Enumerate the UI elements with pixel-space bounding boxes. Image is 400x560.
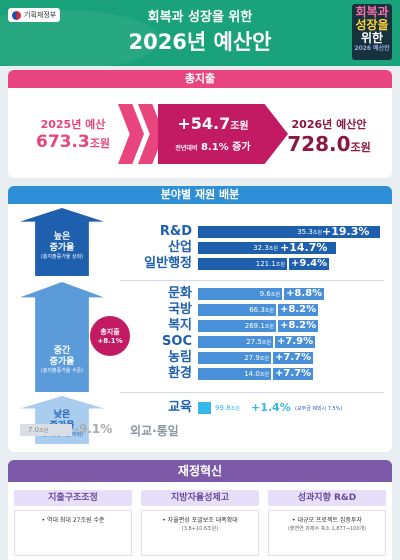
allocation-rate: +9.4% — [289, 258, 330, 270]
total-spending-section: 총지출 2025년 예산 673.3조원 +54.7조원 전년대비 8.1% 증… — [8, 70, 392, 178]
reform-column-body: • 자율편성 포괄보조 대폭확대 (3.8+10.6조원) — [141, 510, 259, 556]
ministry-name: 기획재정부 — [24, 11, 57, 19]
allocation-row: 농림 27.9조원 +7.7% — [8, 350, 392, 366]
allocation-row: R&D 35.3조원 +19.3% — [8, 224, 392, 240]
badge-line-3: 위한 — [360, 31, 384, 45]
reform-column-title: 지방자율성제고 — [141, 490, 259, 506]
allocation-row-label: 국방 — [168, 302, 192, 317]
allocation-rate: +8.2% — [278, 320, 319, 332]
next-year-budget: 2026년 예산안 728.0조원 — [270, 116, 388, 156]
taegeuk-icon — [12, 10, 21, 20]
allocation-row-label: 환경 — [168, 366, 192, 381]
reform-column-body: • 대규모 프로젝트 집중투자 (출연연 과제수 축소 1,877→100개) — [268, 510, 386, 556]
allocation-bar — [198, 402, 211, 414]
prev-year-value: 673.3조원 — [35, 132, 111, 152]
allocation-row: 산업 32.3조원 +14.7% — [8, 240, 392, 256]
mid-growth-label: 중간 증가율 (총지출증가율 수준) — [40, 346, 84, 374]
allocation-amount: 66.3조원 — [249, 306, 274, 314]
allocation-row-label: 산업 — [168, 240, 192, 255]
allocation-bar — [198, 320, 276, 332]
decrease-bar — [20, 424, 72, 436]
allocation-row-label: SOC — [162, 334, 192, 349]
allocation-row-label: 농림 — [168, 350, 192, 365]
allocation-row-label: 일반행정 — [144, 256, 192, 271]
allocation-bar — [198, 258, 287, 270]
allocation-amount: 14.0조원 — [244, 370, 269, 378]
arrow-right-icon — [158, 104, 288, 164]
allocation-bar — [198, 352, 271, 364]
allocation-bar — [198, 288, 282, 300]
decrease-rate: -9.1% — [74, 422, 113, 436]
reform-column: 지방자율성제고 • 자율편성 포괄보조 대폭확대 (3.8+10.6조원) — [141, 490, 259, 556]
total-heading: 총지출 — [8, 70, 392, 88]
allocation-rate: +7.7% — [273, 368, 314, 380]
allocation-amount: 27.9조원 — [244, 354, 269, 362]
allocation-amount: 121.1조원 — [255, 260, 285, 268]
allocation-bar — [198, 368, 271, 380]
allocation-row-label: R&D — [159, 224, 192, 239]
chevron-icon — [118, 104, 144, 164]
reform-column-body: • 역대 최대 27조원 수준 — [14, 510, 132, 556]
badge-line-4: 2026 예산안 — [354, 45, 390, 52]
allocation-bar — [198, 226, 380, 238]
allocation-row: 복지 269.1조원 +8.2% — [8, 318, 392, 334]
badge-line-2: 성장을 — [355, 18, 389, 32]
decrease-label: 외교·통일 — [130, 424, 179, 438]
ministry-logo: 기획재정부 — [8, 8, 61, 22]
allocation-rate: +8.2% — [278, 304, 319, 316]
allocation-rate: +14.7% — [280, 241, 328, 254]
fiscal-reform-section: 재정혁신 지출구조조정 • 역대 최대 27조원 수준 지방자율성제고 • 자율… — [8, 460, 392, 560]
next-year-value: 728.0조원 — [287, 132, 371, 156]
high-growth-label: 높은 증가율 (총지출증가율 상회) — [40, 232, 84, 260]
header-title: 2026년 예산안 — [128, 30, 272, 54]
allocation-bar — [198, 242, 336, 254]
allocation-amount: 27.5조원 — [246, 338, 271, 346]
allocation-row: 국방 66.3조원 +8.2% — [8, 302, 392, 318]
allocation-amount: 269.1조원 — [244, 322, 274, 330]
allocation-note: (교부금 제외시 7.5%) — [295, 406, 343, 412]
allocation-row-label: 교육 — [168, 400, 192, 415]
allocation-row: 환경 14.0조원 +7.7% — [8, 366, 392, 382]
allocation-bar — [198, 304, 276, 316]
divider — [120, 392, 384, 393]
allocation-section: 분야별 재원 배분 높은 증가율 (총지출증가율 상회) 중간 증가율 (총지출… — [8, 186, 392, 452]
decrease-row: 7.0조원 -9.1% 외교·통일 — [8, 422, 392, 438]
badge-line-1: 회복과 — [355, 5, 389, 19]
prev-year-label: 2025년 예산 — [40, 118, 106, 131]
next-year-label: 2026년 예산안 — [291, 118, 367, 131]
increase-value: +54.7조원 — [177, 114, 249, 133]
increase-rate: 전년대비 8.1% 증가 — [175, 142, 251, 153]
reform-column-title: 지출구조조정 — [14, 490, 132, 506]
decrease-amount: 7.0조원 — [28, 426, 49, 434]
allocation-amount: 32.3조원 — [253, 244, 278, 252]
allocation-row: 일반행정 121.1조원 +9.4% — [8, 256, 392, 272]
allocation-rate: +7.9% — [275, 336, 316, 348]
reform-column: 성과지향 R&D • 대규모 프로젝트 집중투자 (출연연 과제수 축소 1,8… — [268, 490, 386, 556]
allocation-rate: +7.7% — [273, 352, 314, 364]
total-growth-bubble: 총지출 +8.1% — [90, 316, 130, 356]
allocation-row-label: 복지 — [168, 318, 192, 333]
allocation-row-label: 문화 — [168, 286, 192, 301]
allocation-row: 교육 99.8조원 +1.4% (교부금 제외시 7.5%) — [8, 400, 392, 416]
divider — [120, 280, 384, 281]
reform-column: 지출구조조정 • 역대 최대 27조원 수준 — [14, 490, 132, 556]
allocation-rate: +1.4% — [251, 401, 291, 414]
allocation-amount: 9.6조원 — [259, 290, 280, 298]
allocation-amount: 99.8조원 — [215, 404, 240, 412]
prev-year-budget: 2025년 예산 673.3조원 — [18, 116, 128, 152]
allocation-amount: 35.3조원 — [297, 228, 322, 236]
allocation-bar — [198, 336, 273, 348]
header-subtitle: 회복과 성장을 위한 — [147, 10, 253, 25]
allocation-row: SOC 27.5조원 +7.9% — [8, 334, 392, 350]
header-banner: 기획재정부 회복과 성장을 위한 2026년 예산안 회복과 성장을 위한 20… — [0, 0, 400, 66]
allocation-rate: +8.8% — [284, 288, 325, 300]
allocation-row: 문화 9.6조원 +8.8% — [8, 286, 392, 302]
reform-column-title: 성과지향 R&D — [268, 490, 386, 506]
reform-heading: 재정혁신 — [8, 460, 392, 482]
allocation-heading: 분야별 재원 배분 — [8, 186, 392, 204]
allocation-rate: +19.3% — [322, 225, 370, 238]
campaign-badge: 회복과 성장을 위한 2026 예산안 — [352, 4, 392, 60]
increase-arrow: +54.7조원 전년대비 8.1% 증가 — [118, 104, 288, 164]
